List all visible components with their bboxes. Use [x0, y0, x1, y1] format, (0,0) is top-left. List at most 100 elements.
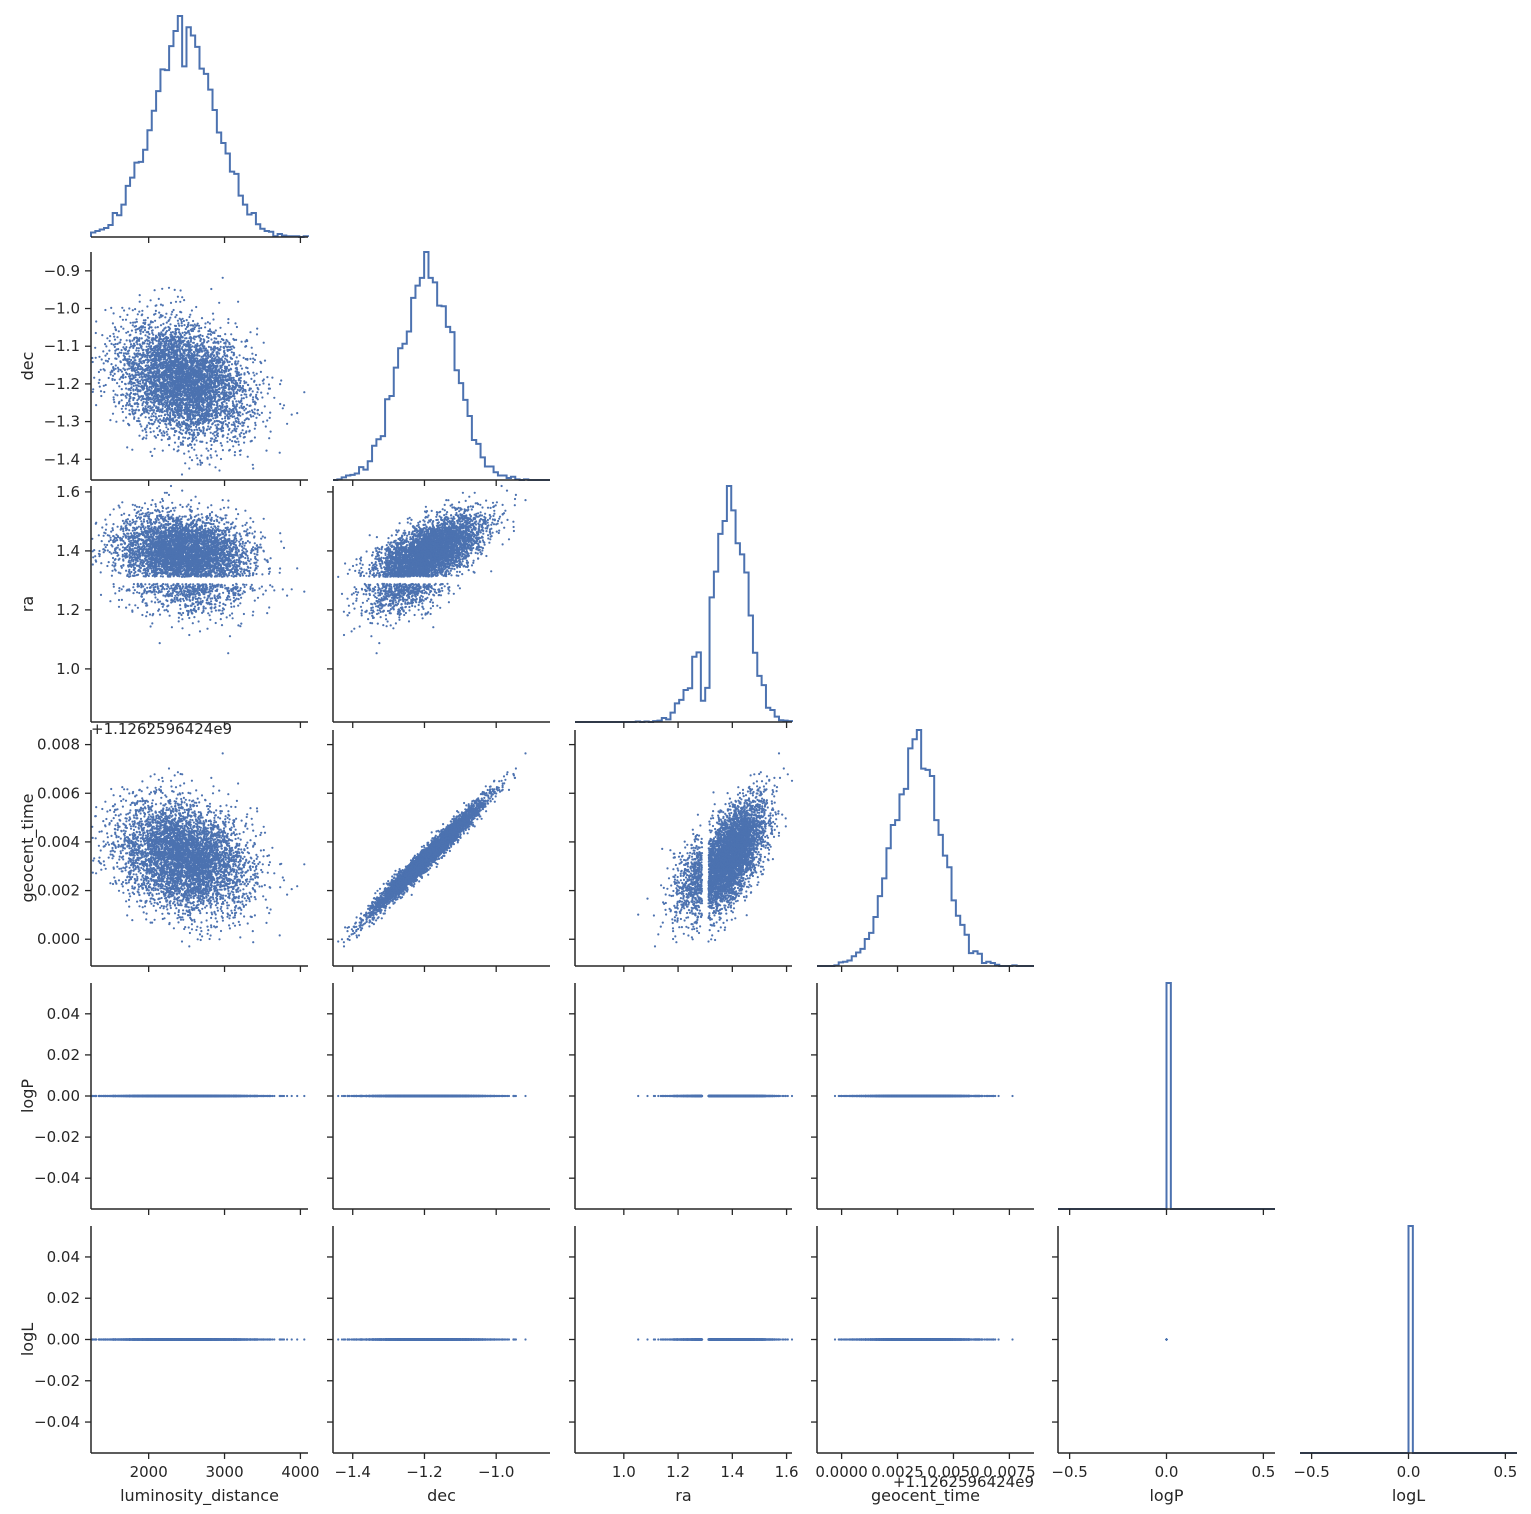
scatter-point [176, 450, 178, 452]
scatter-point [145, 365, 147, 367]
scatter-point [173, 434, 175, 436]
scatter-point [173, 448, 175, 450]
scatter-point [246, 404, 248, 406]
scatter-point [254, 436, 256, 438]
scatter-point [151, 455, 153, 457]
scatter-point [114, 339, 116, 341]
scatter-point [153, 405, 155, 407]
scatter-point [151, 409, 153, 411]
scatter-point [114, 373, 116, 375]
scatter-point [242, 385, 244, 387]
scatter-point [239, 407, 241, 409]
scatter-point [139, 301, 141, 303]
scatter-point [112, 413, 114, 415]
scatter-point [204, 322, 206, 324]
scatter-point [124, 343, 126, 345]
scatter-point [196, 457, 198, 459]
scatter-point [213, 374, 215, 376]
scatter-point [185, 328, 187, 330]
panel-dec-vs-luminosity_distance [85, 252, 308, 486]
scatter-point [169, 323, 171, 325]
scatter-point [167, 428, 169, 430]
scatter-point [264, 405, 266, 407]
scatter-point [198, 325, 200, 327]
scatter-point [264, 360, 266, 362]
scatter-point [227, 361, 229, 363]
scatter-point [227, 318, 229, 320]
scatter-point [182, 429, 184, 431]
scatter-point [174, 316, 176, 318]
scatter-point [138, 409, 140, 411]
scatter-point [252, 396, 254, 398]
scatter-point [190, 341, 192, 343]
scatter-point [117, 348, 119, 350]
scatter-point [269, 412, 271, 414]
scatter-point [202, 335, 204, 337]
scatter-point [94, 347, 96, 349]
scatter-point [108, 377, 110, 379]
scatter-point [174, 442, 176, 444]
scatter-point [243, 373, 245, 375]
scatter-point [228, 400, 230, 402]
scatter-point [160, 415, 162, 417]
scatter-point [136, 393, 138, 395]
scatter-point [132, 399, 134, 401]
scatter-point [262, 382, 264, 384]
scatter-point [251, 353, 253, 355]
scatter-point [234, 451, 236, 453]
scatter-point [144, 428, 146, 430]
scatter-point [118, 385, 120, 387]
scatter-point [200, 455, 202, 457]
scatter-point [183, 320, 185, 322]
scatter-point [256, 373, 258, 375]
scatter-point [224, 401, 226, 403]
scatter-point [113, 401, 115, 403]
scatter-point [252, 361, 254, 363]
scatter-point [237, 441, 239, 443]
scatter-point [184, 437, 186, 439]
scatter-point [260, 392, 262, 394]
scatter-point [200, 464, 202, 466]
scatter-point [207, 425, 209, 427]
scatter-point [158, 312, 160, 314]
scatter-point [119, 378, 121, 380]
scatter-point [220, 442, 222, 444]
scatter-point [116, 382, 118, 384]
scatter-point [271, 377, 273, 379]
scatter-point [162, 323, 164, 325]
scatter-point [154, 320, 156, 322]
scatter-point [113, 344, 115, 346]
scatter-point [140, 333, 142, 335]
scatter-point [229, 361, 231, 363]
scatter-point [188, 316, 190, 318]
scatter-point [232, 445, 234, 447]
scatter-point [150, 431, 152, 433]
scatter-point [250, 416, 252, 418]
histogram-luminosity_distance [91, 16, 308, 237]
scatter-point [126, 339, 128, 341]
scatter-point [110, 343, 112, 345]
scatter-point [193, 429, 195, 431]
scatter-point [241, 341, 243, 343]
scatter-point [215, 437, 217, 439]
scatter-point [150, 415, 152, 417]
scatter-point [176, 314, 178, 316]
scatter-point [210, 334, 212, 336]
scatter-point [121, 381, 123, 383]
scatter-point [257, 413, 259, 415]
scatter-point [182, 332, 184, 334]
scatter-point [226, 402, 228, 404]
scatter-point [139, 383, 141, 385]
scatter-point [114, 352, 116, 354]
scatter-point [108, 350, 110, 352]
scatter-point [195, 436, 197, 438]
scatter-point [164, 316, 166, 318]
scatter-point [120, 339, 122, 341]
scatter-point [190, 329, 192, 331]
scatter-point [95, 357, 97, 359]
scatter-point [149, 423, 151, 425]
scatter-point [243, 397, 245, 399]
scatter-point [210, 440, 212, 442]
scatter-point [158, 298, 160, 300]
